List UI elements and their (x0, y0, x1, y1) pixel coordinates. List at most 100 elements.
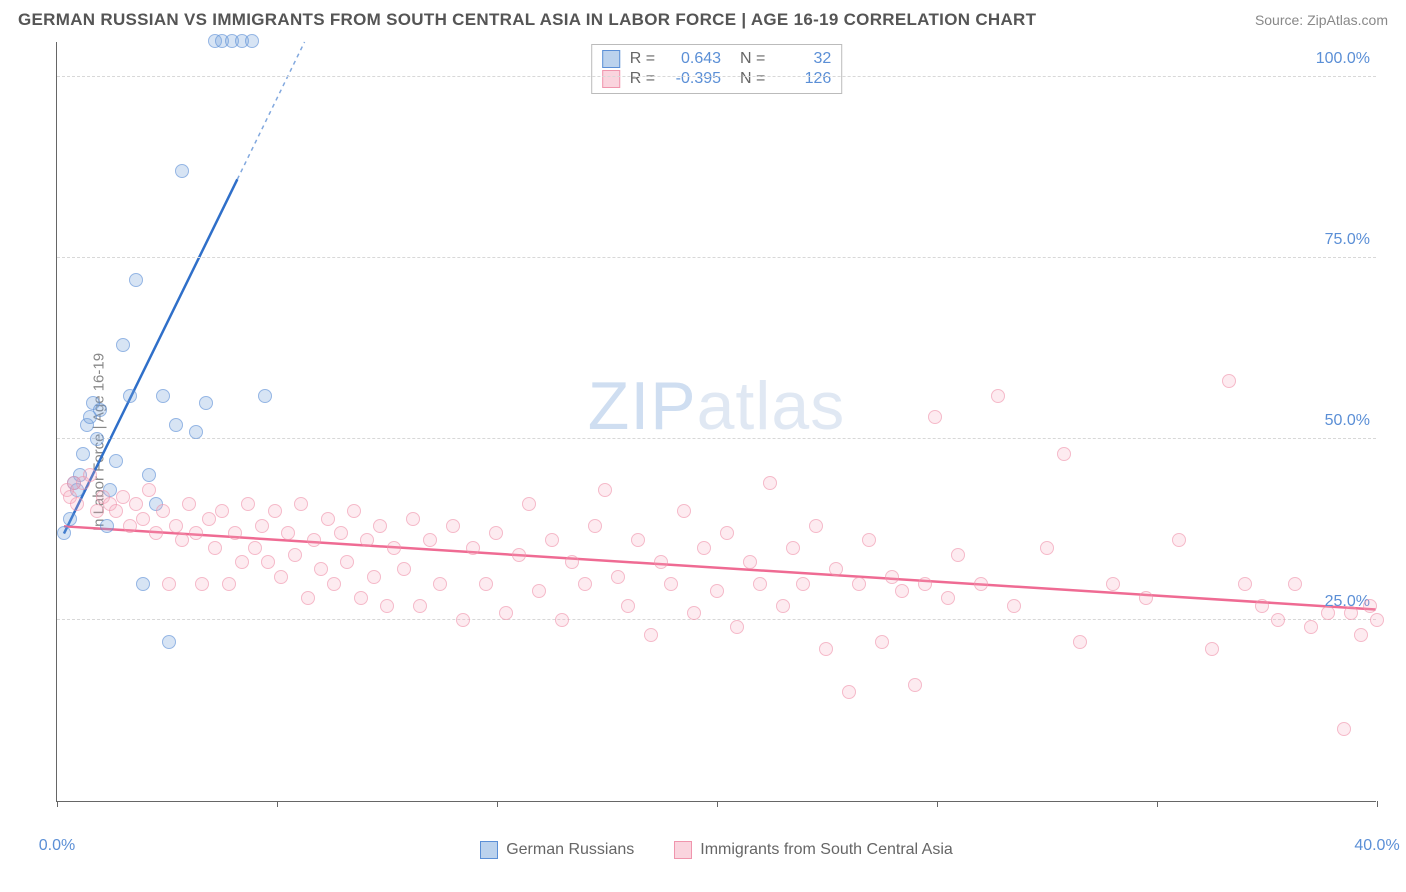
gridline (57, 438, 1376, 439)
data-point (360, 533, 374, 547)
data-point (852, 577, 866, 591)
stats-row: R =0.643 N =32 (602, 49, 832, 69)
data-point (373, 519, 387, 533)
gridline (57, 76, 1376, 77)
data-point (588, 519, 602, 533)
data-point (532, 584, 546, 598)
data-point (433, 577, 447, 591)
data-point (687, 606, 701, 620)
plot-area: ZIPatlas R =0.643 N =32R =-0.395 N =126 … (56, 42, 1376, 802)
data-point (116, 490, 130, 504)
stats-box: R = 0.643 N = 32R = -0.395 N = 126 (591, 44, 843, 94)
data-point (175, 533, 189, 547)
stats-n-label: N = (731, 70, 765, 88)
data-point (664, 577, 678, 591)
data-point (512, 548, 526, 562)
stats-r-label: R = (630, 50, 655, 68)
source-attribution: Source: ZipAtlas.com (1255, 12, 1388, 28)
stats-r-value: 0.643 (665, 50, 721, 68)
data-point (142, 468, 156, 482)
x-tick-mark (1377, 801, 1378, 807)
data-point (1172, 533, 1186, 547)
data-point (301, 591, 315, 605)
data-point (565, 555, 579, 569)
data-point (1304, 620, 1318, 634)
data-point (697, 541, 711, 555)
data-point (169, 519, 183, 533)
data-point (677, 504, 691, 518)
data-point (189, 425, 203, 439)
data-point (116, 338, 130, 352)
data-point (875, 635, 889, 649)
data-point (720, 526, 734, 540)
data-point (1271, 613, 1285, 627)
data-point (1139, 591, 1153, 605)
x-tick-mark (277, 801, 278, 807)
data-point (578, 577, 592, 591)
data-point (294, 497, 308, 511)
stats-n-value: 126 (775, 70, 831, 88)
x-tick-mark (937, 801, 938, 807)
data-point (136, 577, 150, 591)
gridline (57, 619, 1376, 620)
chart-title: GERMAN RUSSIAN VS IMMIGRANTS FROM SOUTH … (18, 10, 1036, 30)
stats-n-value: 32 (775, 50, 831, 68)
data-point (819, 642, 833, 656)
data-point (235, 555, 249, 569)
data-point (307, 533, 321, 547)
data-point (83, 468, 97, 482)
chart-container: In Labor Force | Age 16-19 ZIPatlas R =0… (18, 42, 1388, 842)
data-point (710, 584, 724, 598)
data-point (93, 403, 107, 417)
data-point (423, 533, 437, 547)
data-point (281, 526, 295, 540)
data-point (228, 526, 242, 540)
data-point (109, 454, 123, 468)
data-point (479, 577, 493, 591)
data-point (1255, 599, 1269, 613)
data-point (334, 526, 348, 540)
data-point (466, 541, 480, 555)
data-point (545, 533, 559, 547)
data-point (123, 519, 137, 533)
data-point (776, 599, 790, 613)
legend-item: Immigrants from South Central Asia (674, 841, 953, 859)
x-tick-mark (57, 801, 58, 807)
gridline (57, 257, 1376, 258)
data-point (162, 577, 176, 591)
stats-r-value: -0.395 (665, 70, 721, 88)
data-point (387, 541, 401, 555)
data-point (1370, 613, 1384, 627)
data-point (829, 562, 843, 576)
data-point (654, 555, 668, 569)
data-point (274, 570, 288, 584)
data-point (149, 526, 163, 540)
data-point (499, 606, 513, 620)
data-point (347, 504, 361, 518)
data-point (57, 526, 71, 540)
data-point (255, 519, 269, 533)
data-point (895, 584, 909, 598)
data-point (258, 389, 272, 403)
data-point (202, 512, 216, 526)
data-point (100, 519, 114, 533)
data-point (809, 519, 823, 533)
data-point (1354, 628, 1368, 642)
data-point (743, 555, 757, 569)
legend-item: German Russians (480, 841, 634, 859)
data-point (885, 570, 899, 584)
data-point (63, 512, 77, 526)
data-point (222, 577, 236, 591)
data-point (90, 504, 104, 518)
stats-row: R = -0.395 N = 126 (602, 69, 832, 89)
data-point (367, 570, 381, 584)
data-point (340, 555, 354, 569)
legend-label: Immigrants from South Central Asia (700, 841, 953, 859)
data-point (598, 483, 612, 497)
stats-r-label: R = (630, 70, 655, 88)
data-point (446, 519, 460, 533)
stats-swatch (602, 70, 620, 88)
data-point (189, 526, 203, 540)
data-point (208, 541, 222, 555)
data-point (199, 396, 213, 410)
